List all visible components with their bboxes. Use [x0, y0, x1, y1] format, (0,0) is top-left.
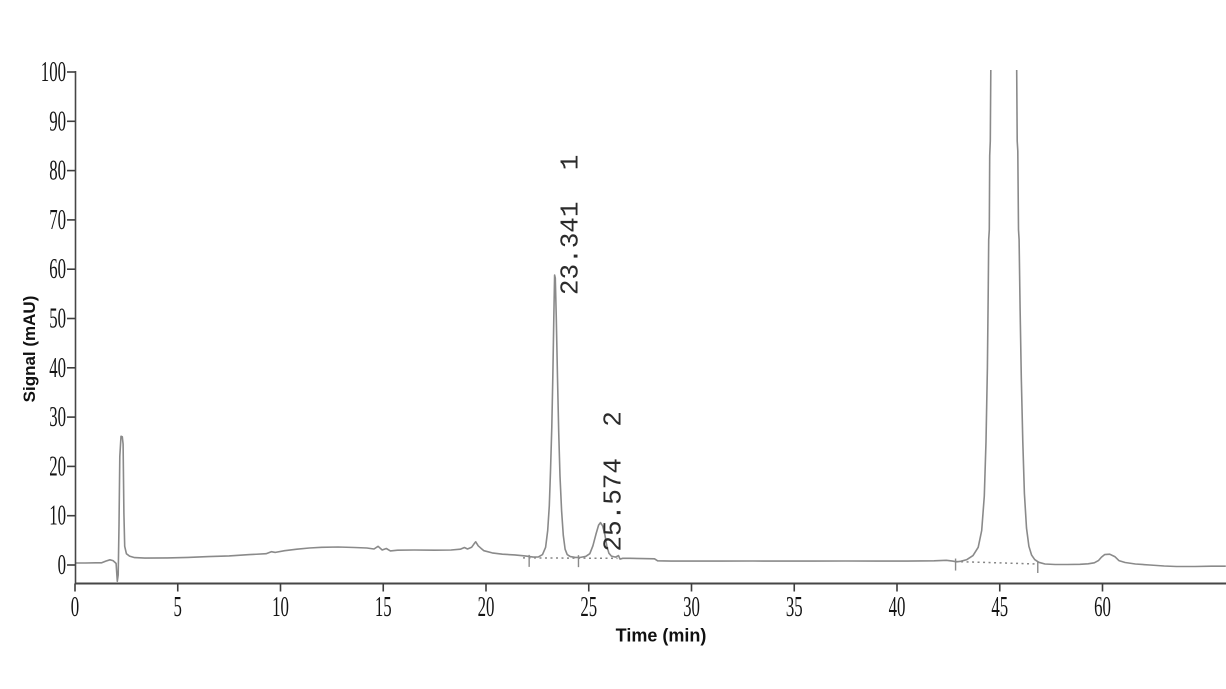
x-tick-label: 40 [889, 591, 906, 623]
x-tick-label: 20 [478, 591, 495, 623]
y-tick-label: 50 [49, 302, 66, 334]
y-tick-label: 60 [49, 253, 66, 285]
y-tick-label: 70 [49, 203, 66, 235]
y-tick-label: 40 [49, 351, 66, 383]
y-axis-title: Signal (mAU) [20, 295, 39, 403]
peak-annotation: 25.574 2 [599, 411, 629, 551]
signal-trace [75, 70, 1226, 583]
y-tick-label: 30 [49, 401, 66, 433]
x-tick-label: 45 [991, 591, 1008, 623]
y-tick-label: 100 [41, 56, 66, 88]
integration-baseline [955, 560, 1038, 565]
y-tick-label: 10 [49, 499, 66, 531]
x-tick-label: 10 [272, 591, 289, 623]
peak-annotation: 23.341 1 [556, 155, 586, 295]
x-tick-label: 15 [375, 591, 392, 623]
x-axis-title: Time (min) [615, 625, 707, 646]
x-tick-label: 5 [174, 591, 182, 623]
x-tick-label: 25 [580, 591, 597, 623]
x-tick-label: 35 [786, 591, 803, 623]
x-tick-label: 30 [683, 591, 700, 623]
y-tick-label: 80 [49, 154, 66, 186]
y-tick-label: 0 [58, 549, 66, 581]
y-tick-label: 90 [49, 105, 66, 137]
y-tick-label: 20 [49, 450, 66, 482]
x-tick-label: 60 [1094, 591, 1111, 623]
x-tick-label: 0 [71, 591, 79, 623]
